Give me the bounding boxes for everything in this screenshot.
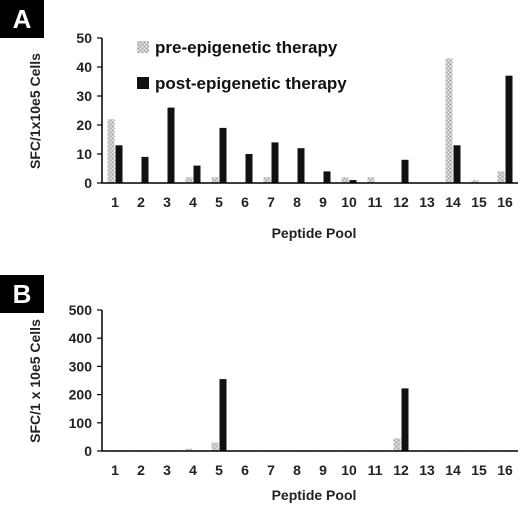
panel-a-bar-post-pool-1 bbox=[115, 145, 123, 183]
panel-a-x-tick-label: 11 bbox=[368, 194, 383, 210]
panel-a-bar-pre-pool-16 bbox=[497, 171, 505, 183]
panel-b-bar-post-pool-12 bbox=[401, 388, 409, 451]
panel-a-y-tick-label: 40 bbox=[76, 59, 92, 75]
panel-b-x-tick-label: 10 bbox=[341, 462, 357, 478]
panel-a-bar-post-pool-3 bbox=[167, 107, 175, 183]
panel-b-x-tick-label: 1 bbox=[111, 462, 119, 478]
panel-a-y-tick-label: 0 bbox=[84, 175, 92, 191]
panel-a-bar-pre-pool-14 bbox=[445, 58, 453, 183]
panel-a-x-tick-label: 9 bbox=[319, 194, 327, 210]
panel-b-bar-post-pool-5 bbox=[219, 379, 227, 451]
panel-b-y-tick-label: 400 bbox=[69, 330, 93, 346]
panel-a-bar-post-pool-12 bbox=[401, 159, 409, 183]
legend-label-pre: pre-epigenetic therapy bbox=[155, 38, 338, 57]
panel-b-x-tick-label: 9 bbox=[319, 462, 327, 478]
panel-a-label-box bbox=[0, 0, 44, 38]
panel-b-x-tick-label: 15 bbox=[471, 462, 487, 478]
panel-a-label: A bbox=[13, 4, 32, 34]
panel-a-x-tick-label: 6 bbox=[241, 194, 249, 210]
panel-b-x-tick-label: 5 bbox=[215, 462, 223, 478]
panel-b-y-tick-label: 0 bbox=[84, 443, 92, 459]
panel-a-x-tick-label: 10 bbox=[341, 194, 357, 210]
panel-a-x-tick-label: 15 bbox=[471, 194, 487, 210]
panel-a-bar-post-pool-5 bbox=[219, 127, 227, 183]
panel-b-x-tick-label: 14 bbox=[445, 462, 461, 478]
panel-a-y-tick-label: 10 bbox=[76, 146, 92, 162]
panel-a-x-tick-label: 7 bbox=[267, 194, 275, 210]
panel-a-bar-pre-pool-5 bbox=[211, 177, 219, 183]
panel-b-x-tick-label: 16 bbox=[497, 462, 513, 478]
panel-b-x-tick-label: 13 bbox=[419, 462, 435, 478]
panel-a-bar-post-pool-9 bbox=[323, 171, 331, 183]
panel-b-x-tick-label: 7 bbox=[267, 462, 275, 478]
panel-b-x-tick-label: 3 bbox=[163, 462, 171, 478]
panel-a-x-tick-label: 14 bbox=[445, 194, 461, 210]
panel-b-x-tick-label: 6 bbox=[241, 462, 249, 478]
panel-b-x-tick-label: 11 bbox=[368, 462, 383, 478]
panel-a-x-tick-label: 12 bbox=[393, 194, 409, 210]
panel-a-bar-pre-pool-10 bbox=[341, 177, 349, 183]
panel-b-y-tick-label: 200 bbox=[69, 387, 93, 403]
panel-b-bar-pre-pool-5 bbox=[211, 442, 219, 451]
panel-a-x-tick-label: 3 bbox=[163, 194, 171, 210]
legend-swatch-post bbox=[137, 77, 149, 89]
legend-label-post: post-epigenetic therapy bbox=[155, 74, 347, 93]
panel-a-bar-post-pool-6 bbox=[245, 154, 253, 183]
legend-swatch-pre bbox=[137, 41, 149, 53]
panel-a-x-tick-label: 1 bbox=[111, 194, 119, 210]
panel-a-y-tick-label: 30 bbox=[76, 88, 92, 104]
panel-a-x-tick-label: 4 bbox=[189, 194, 197, 210]
panel-a-bar-post-pool-4 bbox=[193, 165, 201, 183]
panel-b-y-tick-label: 300 bbox=[69, 358, 93, 374]
panel-a-bar-pre-pool-15 bbox=[471, 180, 479, 183]
panel-b-x-tick-label: 12 bbox=[393, 462, 409, 478]
panel-b: B SFC/1 x 10e5 Cells Peptide Pool 0 100 20… bbox=[0, 275, 518, 503]
panel-a-bar-post-pool-14 bbox=[453, 145, 461, 183]
panel-b-label: B bbox=[13, 279, 32, 309]
panel-b-y-tick-label: 500 bbox=[69, 302, 93, 318]
panel-b-y-axis-title: SFC/1 x 10e5 Cells bbox=[27, 319, 43, 443]
panel-a-y-tick-label: 20 bbox=[76, 117, 92, 133]
panel-a-bar-pre-pool-4 bbox=[185, 177, 193, 183]
panel-b-x-tick-label: 2 bbox=[137, 462, 145, 478]
panel-a-bar-post-pool-16 bbox=[505, 75, 513, 183]
panel-a-x-tick-label: 5 bbox=[215, 194, 223, 210]
panel-a-x-tick-label: 13 bbox=[419, 194, 435, 210]
panel-a-x-tick-label: 2 bbox=[137, 194, 145, 210]
panel-a-bar-post-pool-10 bbox=[349, 180, 357, 183]
panel-a-bar-post-pool-2 bbox=[141, 156, 149, 183]
panel-a-x-axis-title: Peptide Pool bbox=[272, 225, 357, 241]
panel-b-x-tick-label: 4 bbox=[189, 462, 197, 478]
legend: pre-epigenetic therapy post-epigenetic t… bbox=[137, 38, 347, 93]
panel-b-x-tick-label: 8 bbox=[293, 462, 301, 478]
panel-a-y-tick-label: 50 bbox=[76, 30, 92, 46]
panel-a-x-tick-label: 8 bbox=[293, 194, 301, 210]
panel-b-label-box bbox=[0, 275, 44, 313]
panel-b-y-tick-label: 100 bbox=[69, 415, 93, 431]
panel-a-x-tick-label: 16 bbox=[497, 194, 513, 210]
panel-b-bar-pre-pool-12 bbox=[393, 438, 401, 451]
panel-b-x-axis-title: Peptide Pool bbox=[272, 487, 357, 503]
panel-a-bar-pre-pool-11 bbox=[367, 177, 375, 183]
panel-a: A SFC/1x10e5 Cells Peptide Pool 0 10 20 30 4… bbox=[0, 0, 518, 241]
panel-a-bar-post-pool-7 bbox=[271, 142, 279, 183]
panel-a-bar-pre-pool-1 bbox=[107, 119, 115, 183]
panel-a-bar-post-pool-8 bbox=[297, 148, 305, 183]
panel-a-bar-pre-pool-7 bbox=[263, 177, 271, 183]
panel-b-bar-pre-pool-4 bbox=[185, 448, 193, 451]
panel-a-y-axis-title: SFC/1x10e5 Cells bbox=[27, 53, 43, 169]
